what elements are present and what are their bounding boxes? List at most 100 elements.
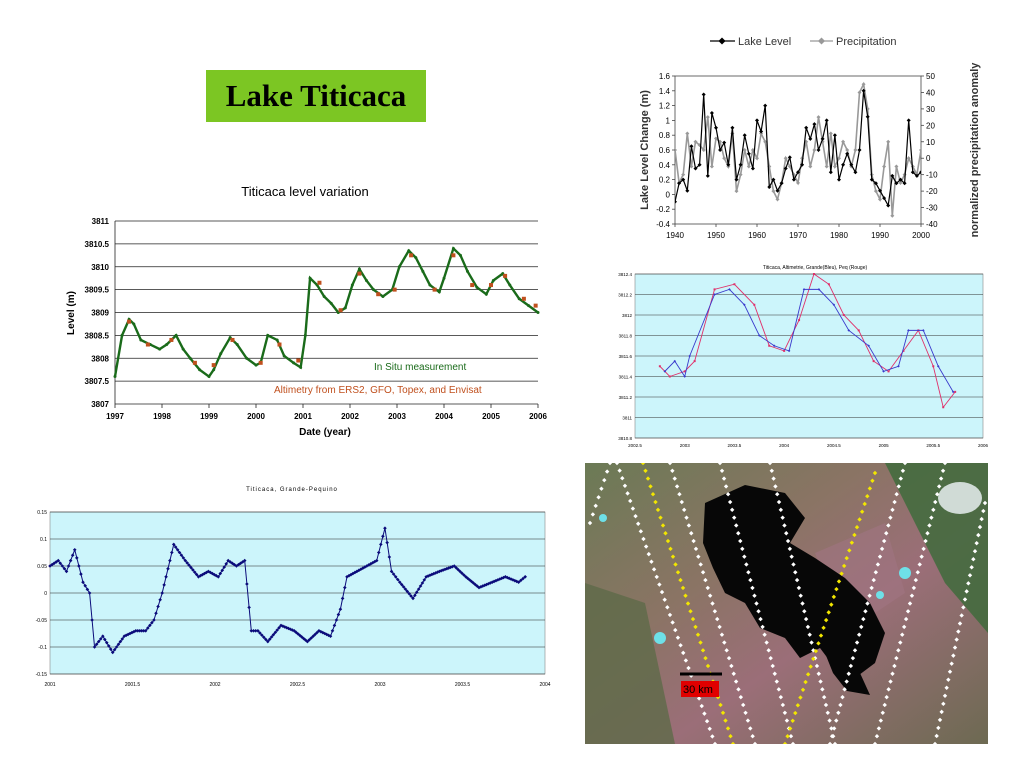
insitu-point bbox=[120, 333, 124, 337]
insitu-point bbox=[491, 278, 495, 282]
insitu-point bbox=[158, 347, 162, 351]
y-tick-label: 3811.2 bbox=[619, 395, 633, 400]
grande-pequino-point bbox=[411, 596, 415, 601]
lake-level-point bbox=[886, 203, 891, 208]
insitu-point bbox=[451, 246, 455, 250]
track-point bbox=[952, 645, 958, 650]
x-tick-label: 2002 bbox=[341, 412, 359, 421]
grande-pequino-point bbox=[486, 581, 491, 586]
grande-pequino-point bbox=[273, 630, 278, 635]
track-point bbox=[643, 544, 649, 549]
peq-point bbox=[713, 288, 716, 291]
slide-title-box: Lake Titicaca bbox=[206, 70, 426, 122]
track-point bbox=[962, 597, 968, 602]
track-point bbox=[700, 648, 706, 653]
lake-level-point bbox=[783, 166, 788, 171]
lake-level-point bbox=[865, 114, 870, 119]
precipitation-point bbox=[750, 148, 755, 152]
precipitation-point bbox=[824, 164, 829, 169]
altimetry-point bbox=[376, 292, 381, 297]
insitu-point bbox=[437, 290, 441, 294]
grande-pequino-point bbox=[249, 629, 254, 633]
grande-pequino-point bbox=[70, 553, 75, 557]
y-tick-label: 1.6 bbox=[659, 72, 671, 81]
y-tick-label: 0.2 bbox=[659, 176, 671, 185]
insitu-point bbox=[484, 292, 488, 296]
lake-level-point bbox=[853, 170, 858, 175]
grande-pequino-point bbox=[96, 639, 101, 644]
precipitation-point bbox=[890, 213, 895, 218]
x-tick-label: 2006 bbox=[978, 443, 989, 448]
lake-level-point bbox=[771, 177, 776, 182]
lake-level-point bbox=[722, 140, 727, 145]
grande-pequino-point bbox=[98, 637, 103, 641]
grande-pequino-point bbox=[458, 569, 462, 574]
lake-level-point bbox=[804, 125, 809, 130]
track-point bbox=[607, 463, 613, 466]
grande-pequino-point bbox=[200, 572, 205, 577]
track-point bbox=[703, 655, 708, 661]
grande-point bbox=[936, 364, 940, 368]
scale-label: 30 km bbox=[683, 684, 713, 696]
altimetry-point bbox=[211, 363, 216, 368]
titicaca-level-chart: Titicaca level variation Date (year) Lev… bbox=[66, 184, 547, 438]
grande-pequino-point bbox=[110, 650, 115, 655]
grande-pequino-point bbox=[79, 572, 83, 576]
grande-pequino-point bbox=[523, 575, 527, 579]
precipitation-point bbox=[718, 139, 723, 144]
track-point bbox=[967, 573, 973, 578]
grande-pequino-point bbox=[439, 568, 444, 573]
grande-pequino-point bbox=[381, 534, 385, 539]
track-point bbox=[685, 601, 691, 606]
track-point bbox=[832, 741, 838, 744]
y-tick-label: 3810.5 bbox=[85, 240, 110, 249]
x-tick-label: 1998 bbox=[153, 412, 171, 421]
track-point bbox=[890, 507, 895, 513]
precipitation-point bbox=[775, 197, 780, 202]
track-point bbox=[840, 694, 845, 700]
grande-pequino-point bbox=[437, 569, 442, 574]
track-point bbox=[890, 671, 895, 676]
grande-pequino-point bbox=[183, 558, 188, 563]
track-point bbox=[675, 570, 681, 575]
grande-pequino-point bbox=[319, 629, 323, 634]
grande-pequino-point bbox=[137, 629, 142, 633]
chart-title: Titicaca, Altimetrie, Grande(Bleu), Peq … bbox=[763, 265, 868, 271]
track-point bbox=[787, 726, 793, 731]
slide-title: Lake Titicaca bbox=[225, 78, 407, 113]
grande-pequino-point bbox=[497, 577, 502, 581]
grande-pequino-point bbox=[179, 553, 184, 557]
lake-level-point bbox=[681, 177, 686, 182]
track-point bbox=[614, 463, 620, 466]
track-point bbox=[982, 500, 988, 506]
track-point bbox=[645, 476, 651, 481]
grande-pequino-point bbox=[220, 568, 225, 573]
lake-level-point bbox=[906, 118, 911, 123]
track-point bbox=[902, 463, 908, 466]
y-tick-label: 3810 bbox=[91, 263, 109, 272]
peq-point bbox=[783, 349, 786, 352]
precipitation-point bbox=[894, 164, 899, 169]
altimetry-point bbox=[169, 337, 174, 342]
altimetry-point bbox=[230, 337, 235, 342]
lake-level-point bbox=[878, 188, 882, 193]
grande-pequino-point bbox=[150, 620, 154, 625]
grande-pequino-point bbox=[191, 568, 195, 572]
track-point bbox=[686, 523, 692, 528]
grande-pequino-point bbox=[391, 572, 396, 576]
track-point bbox=[818, 633, 824, 638]
grande-pequino-point bbox=[321, 630, 325, 635]
insitu-point bbox=[527, 304, 531, 308]
track-point bbox=[640, 463, 646, 466]
track-point bbox=[683, 658, 689, 663]
track-point bbox=[872, 741, 878, 744]
x-tick-label: 2000 bbox=[247, 412, 265, 421]
grande-pequino-point bbox=[218, 571, 223, 576]
grande-pequino-point bbox=[112, 647, 117, 652]
track-point bbox=[736, 531, 741, 536]
altimetry-point bbox=[503, 273, 508, 278]
y-tick-label: 0 bbox=[44, 591, 47, 597]
peq-point bbox=[798, 319, 801, 322]
grande-pequino-point bbox=[102, 637, 107, 642]
peq-point bbox=[857, 329, 860, 332]
